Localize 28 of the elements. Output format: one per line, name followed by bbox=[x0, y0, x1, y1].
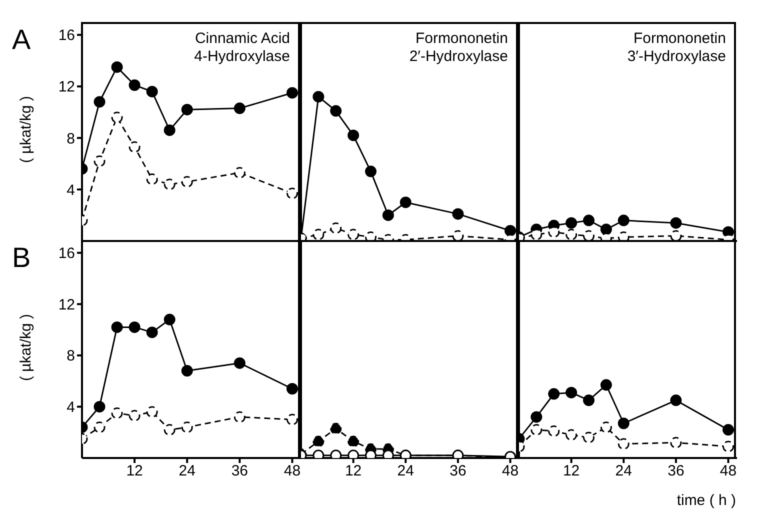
text: Formononetin 3′-Hydroxylase bbox=[627, 30, 726, 66]
x-tick-label: 36 bbox=[450, 462, 466, 480]
text: A bbox=[12, 24, 31, 56]
x-tick-label: 36 bbox=[231, 462, 248, 480]
text: Formononetin 2′-Hydroxylase bbox=[409, 30, 508, 66]
x-tick-label: 24 bbox=[178, 462, 196, 480]
y-axis-title: ( µkat/kg ) bbox=[18, 95, 34, 165]
x-tick-label: 36 bbox=[668, 462, 684, 480]
x-tick-label: 48 bbox=[502, 462, 519, 480]
y-tick-label: 12 bbox=[58, 78, 75, 96]
y-tick-label: 8 bbox=[66, 130, 75, 148]
text: B bbox=[12, 242, 31, 274]
x-tick-label: 12 bbox=[126, 462, 143, 480]
x-tick-label: 24 bbox=[615, 462, 632, 480]
y-tick-label: 16 bbox=[58, 245, 75, 262]
x-tick-label: 12 bbox=[344, 462, 362, 480]
y-tick-label: 12 bbox=[58, 296, 75, 314]
x-tick-label: 12 bbox=[562, 462, 580, 480]
y-tick-label: 16 bbox=[58, 27, 75, 44]
x-tick-label: 48 bbox=[720, 462, 737, 480]
y-axis-title: ( µkat/kg ) bbox=[18, 313, 34, 383]
x-tick-label: 24 bbox=[397, 462, 414, 480]
x-axis-title: time ( h ) bbox=[676, 492, 736, 509]
x-tick-label: 48 bbox=[284, 462, 301, 480]
y-tick-label: 4 bbox=[66, 399, 75, 416]
y-tick-label: 8 bbox=[66, 348, 75, 365]
text: Cinnamic Acid 4-Hydroxylase bbox=[194, 30, 290, 66]
y-tick-label: 4 bbox=[66, 182, 75, 199]
